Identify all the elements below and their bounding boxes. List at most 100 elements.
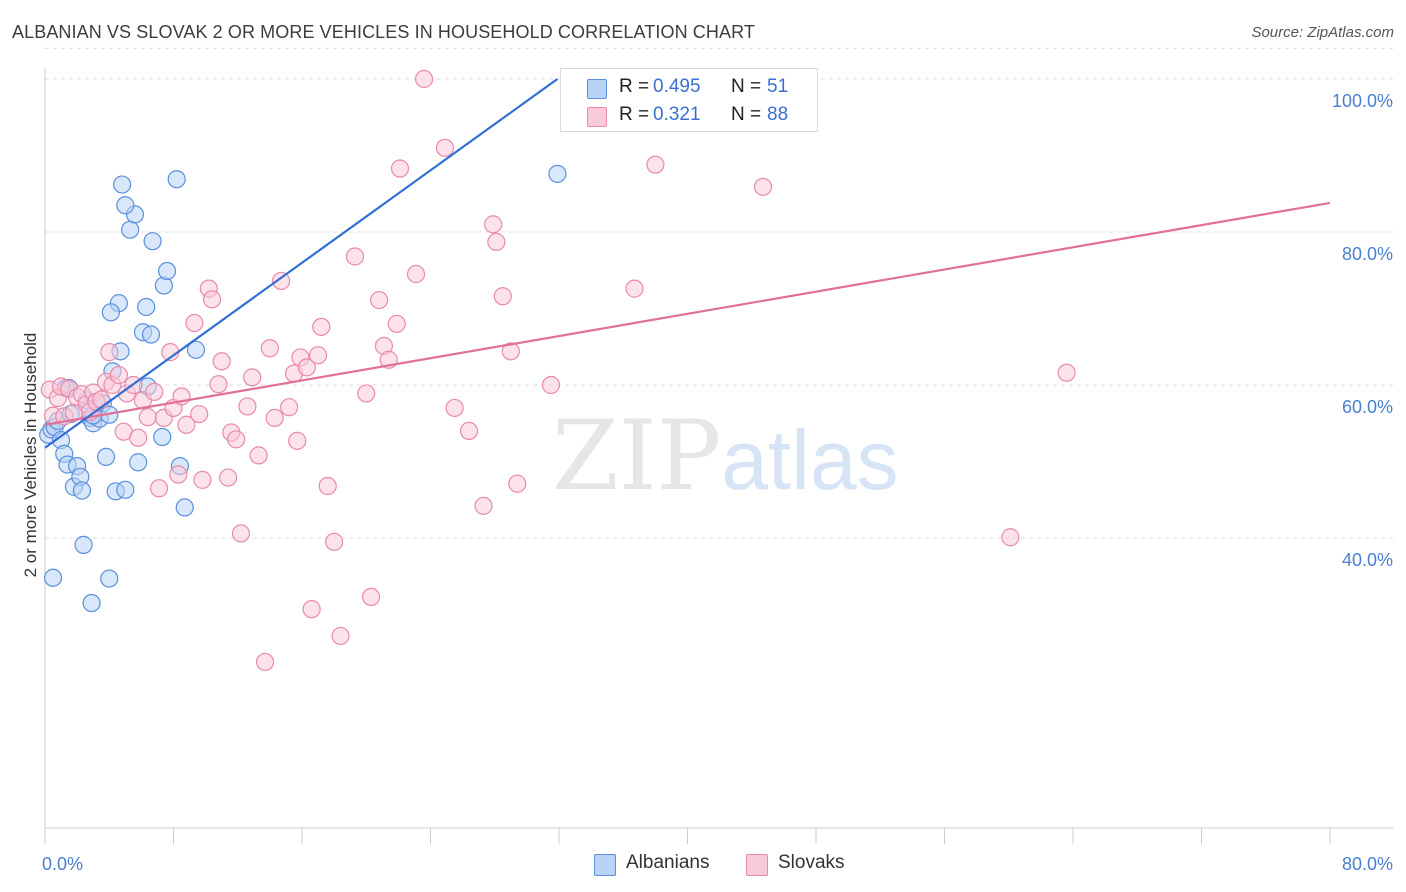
- slovak-point: [193, 470, 212, 489]
- slovak-point: [145, 382, 164, 401]
- albanian-point: [186, 340, 206, 359]
- slovak-point: [445, 398, 464, 418]
- slovak-point: [138, 408, 157, 427]
- slovak-point: [238, 397, 257, 416]
- slovak-point: [459, 421, 479, 440]
- albanian-point: [157, 261, 177, 281]
- trend-lines: [44, 78, 1331, 449]
- y-tick-label: 40.0%: [1342, 550, 1393, 570]
- slovak-point: [265, 408, 284, 427]
- slovak-point: [474, 496, 493, 515]
- albanian-point: [74, 535, 93, 554]
- albanian-point: [137, 297, 156, 317]
- albanian-swatch-icon: [594, 854, 616, 876]
- slovak-point: [308, 346, 328, 365]
- tick-labels: 40.0% 60.0% 80.0% 100.0% 0.0% 80.0%: [42, 91, 1393, 874]
- slovak-point: [288, 431, 307, 450]
- slovak-swatch-icon: [587, 107, 607, 127]
- slovak-point: [1001, 528, 1020, 547]
- legend-label-slovaks: Slovaks: [778, 852, 845, 873]
- slovak-point: [109, 365, 128, 385]
- legend-r-label: R =: [619, 104, 650, 125]
- slovak-trend-line: [44, 201, 1331, 426]
- slovak-point: [753, 177, 773, 196]
- albanian-swatch-icon: [587, 79, 607, 99]
- slovak-point: [325, 532, 344, 551]
- slovak-point: [231, 524, 251, 543]
- slovak-point: [272, 271, 291, 291]
- slovak-point: [487, 232, 506, 252]
- albanian-point: [116, 196, 135, 215]
- slovak-point: [149, 479, 169, 498]
- slovak-point: [406, 264, 426, 284]
- slovak-point: [435, 138, 455, 157]
- slovak-point: [255, 652, 275, 672]
- slovak-point: [177, 415, 196, 434]
- slovak-point: [92, 390, 111, 409]
- slovak-point: [345, 247, 365, 266]
- slovak-point: [202, 290, 222, 309]
- slovak-point: [243, 368, 262, 387]
- legend-r-value: 0.495: [653, 76, 701, 97]
- albanian-point: [82, 593, 101, 613]
- watermark: ZIPatlas: [552, 400, 899, 512]
- slovak-point: [390, 159, 410, 178]
- slovak-point: [312, 317, 331, 336]
- legend-row-slovaks: R = 0.321 N = 88: [561, 101, 817, 129]
- albanian-point: [43, 568, 63, 587]
- slovak-point: [484, 215, 503, 234]
- legend-n-value: 51: [767, 76, 789, 97]
- correlation-legend: R = 0.495 N = 51 R = 0.321 N = 88: [560, 68, 818, 132]
- slovak-point: [508, 474, 527, 493]
- slovak-point: [1057, 363, 1076, 382]
- albanian-point: [100, 569, 119, 588]
- albanian-point: [153, 427, 172, 447]
- slovak-point: [318, 476, 337, 496]
- legend-n-value: 88: [767, 104, 789, 125]
- slovak-point: [209, 375, 228, 394]
- y-axis-label: 2 or more Vehicles in Household: [21, 333, 40, 578]
- slovak-point: [625, 279, 644, 298]
- slovak-point: [501, 342, 520, 361]
- albanian-point: [141, 325, 161, 344]
- albanian-point: [143, 232, 162, 251]
- albanian-trend-line: [44, 78, 559, 449]
- albanian-point: [175, 498, 194, 517]
- chart-title: ALBANIAN VS SLOVAK 2 OR MORE VEHICLES IN…: [12, 22, 755, 42]
- slovak-point: [185, 313, 204, 333]
- legend-n-label: N =: [731, 104, 762, 125]
- y-tick-label: 80.0%: [1342, 244, 1393, 264]
- slovak-point: [219, 468, 238, 487]
- albanian-point: [96, 447, 116, 467]
- albanian-point: [121, 220, 140, 239]
- slovak-point: [280, 398, 299, 417]
- slovak-point: [302, 600, 321, 619]
- albanian-point: [112, 175, 132, 194]
- y-tick-label: 100.0%: [1332, 91, 1393, 111]
- slovak-point: [100, 343, 119, 362]
- slovak-point: [297, 358, 316, 377]
- slovak-point: [331, 626, 350, 646]
- source-credit: Source: ZipAtlas.com: [1251, 24, 1394, 41]
- slovak-point: [249, 446, 268, 465]
- legend-row-albanians: R = 0.495 N = 51: [561, 73, 817, 101]
- y-tick-label: 60.0%: [1342, 397, 1393, 417]
- legend-r-value: 0.321: [653, 104, 701, 125]
- x-tick-label: 80.0%: [1342, 854, 1393, 874]
- watermark-zip: ZIP: [552, 400, 722, 512]
- slovak-point: [541, 375, 561, 395]
- slovak-point: [169, 465, 188, 484]
- slovak-point: [212, 352, 231, 371]
- albanian-point: [72, 481, 92, 500]
- slovak-point: [646, 155, 665, 174]
- slovak-point: [414, 69, 434, 89]
- legend-r-label: R =: [619, 76, 650, 97]
- slovak-point: [370, 290, 389, 310]
- watermark-atlas: atlas: [721, 413, 899, 507]
- slovak-points: [40, 69, 1076, 672]
- albanian-point: [101, 303, 120, 322]
- legend-label-albanians: Albanians: [626, 852, 710, 873]
- slovak-point: [361, 587, 381, 607]
- albanian-point: [548, 164, 567, 183]
